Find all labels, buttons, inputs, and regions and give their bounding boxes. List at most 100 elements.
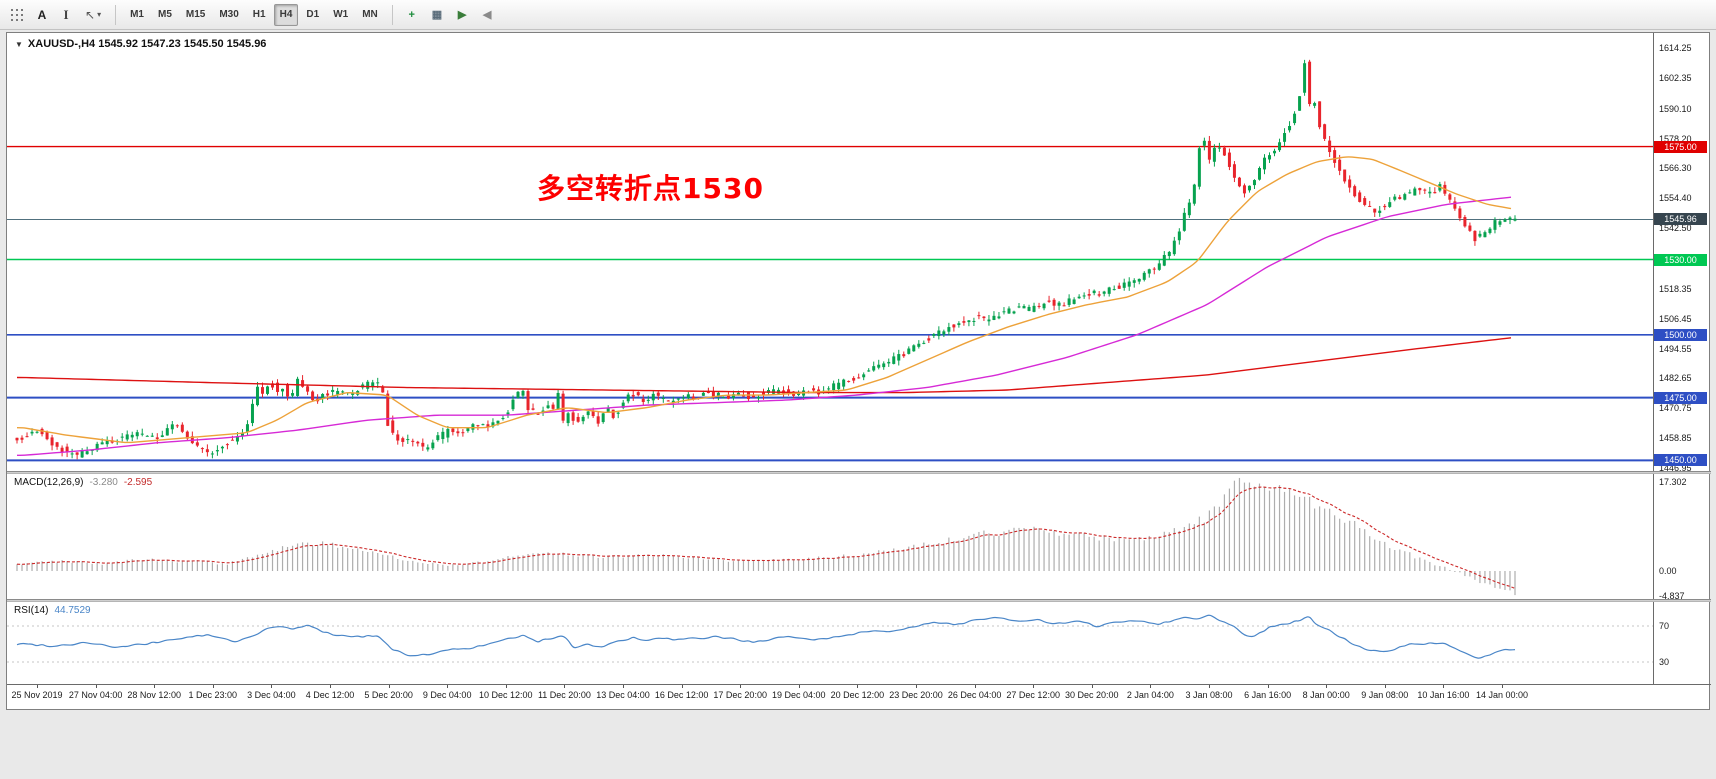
price-scale-tick: 1494.55 (1659, 343, 1692, 354)
auto-scroll-icon[interactable]: ▶ (457, 9, 467, 21)
time-axis-label: 13 Dec 04:00 (596, 690, 650, 700)
time-axis-label: 19 Dec 04:00 (772, 690, 826, 700)
macd-scale-tick: 0.00 (1659, 566, 1677, 576)
panel-splitter-macd[interactable] (7, 471, 1711, 474)
chart-window: ▼ XAUUSD-,H4 1545.92 1547.23 1545.50 154… (6, 32, 1711, 711)
crosshair-grid-icon[interactable] (5, 4, 29, 26)
time-axis-label: 11 Dec 20:00 (537, 690, 591, 700)
rsi-indicator-label: RSI(14) 44.7529 (14, 605, 91, 616)
time-axis-tick (798, 685, 800, 688)
price-level-badge: 1575.00 (1654, 140, 1707, 153)
ibeam-glyph: I (63, 6, 69, 22)
text-cursor-icon[interactable]: I (55, 4, 77, 26)
price-scale-tick: 1602.35 (1659, 72, 1692, 83)
time-axis-tick (505, 685, 507, 688)
time-axis-tick (37, 685, 38, 688)
price-scale-tick: 1590.10 (1659, 103, 1692, 114)
rsi-value: 44.7529 (54, 605, 91, 616)
time-axis-line (7, 684, 1711, 685)
timeframe-button-mn[interactable]: MN (362, 9, 378, 20)
timeframe-button-m30[interactable]: M30 (219, 9, 239, 20)
time-axis-tick (1502, 685, 1503, 688)
time-axis-label: 2 Jan 04:00 (1126, 690, 1174, 700)
time-axis-tick (212, 685, 214, 688)
time-axis-tick (564, 685, 566, 688)
price-scale-tick: 1542.50 (1659, 223, 1692, 234)
time-axis-label: 14 Jan 00:00 (1475, 690, 1529, 700)
time-axis-label: 10 Dec 12:00 (479, 690, 533, 700)
time-axis-tick (1209, 685, 1210, 688)
bid-price-badge: 1545.96 (1654, 213, 1707, 226)
time-axis-label: 9 Jan 08:00 (1361, 690, 1409, 700)
time-axis-label: 27 Nov 04:00 (68, 690, 123, 700)
time-axis-label: 17 Dec 20:00 (713, 690, 767, 700)
price-scale-tick: 1506.45 (1659, 313, 1692, 324)
rsi-scale-tick: 30 (1659, 657, 1670, 667)
time-axis-label: 23 Dec 20:00 (889, 690, 943, 700)
toolbar-separator (391, 4, 393, 25)
time-axis-label: 10 Jan 16:00 (1417, 690, 1470, 700)
chart-shift-icon[interactable]: ◀ (482, 9, 492, 21)
time-axis-label: 30 Dec 20:00 (1065, 690, 1119, 700)
time-axis-label: 3 Dec 04:00 (247, 690, 296, 700)
time-axis-tick (974, 685, 976, 688)
new-chart-icon[interactable]: ▦ (431, 9, 443, 21)
chart-text-annotation[interactable]: 多空转折点1530 (537, 172, 764, 205)
time-axis-tick (916, 685, 917, 688)
text-label-tool-button[interactable]: A (37, 7, 47, 22)
time-axis-tick (447, 685, 449, 688)
macd-main-value: -3.280 (89, 477, 118, 488)
timeframe-button-d1[interactable]: D1 (306, 9, 320, 20)
arrow-glyph: ↖ (85, 7, 96, 22)
time-axis-tick (1267, 685, 1269, 688)
time-axis-label: 25 Nov 2019 (11, 690, 63, 700)
arrow-tool-icon[interactable]: ↖ ▾ (79, 4, 107, 26)
grid-dots-glyph (11, 8, 23, 21)
time-axis-tick (1443, 685, 1445, 688)
rsi-name: RSI(14) (14, 605, 49, 616)
time-axis-label: 9 Dec 04:00 (422, 690, 472, 700)
price-level-badge: 1500.00 (1654, 328, 1707, 341)
time-axis-label: 16 Dec 12:00 (654, 690, 709, 700)
window-icon-group: + ▦ ▶ ◀ (401, 4, 498, 26)
timeframe-button-m1[interactable]: M1 (130, 9, 144, 20)
macd-scale-tick: 17.302 (1659, 477, 1687, 487)
timeframe-button-m15[interactable]: M15 (185, 9, 206, 20)
timeframe-button-h1[interactable]: H1 (252, 9, 266, 20)
indicators-icon[interactable]: + (408, 8, 415, 21)
time-axis-label: 27 Dec 12:00 (1006, 690, 1060, 700)
price-chart-canvas[interactable] (7, 33, 1711, 711)
time-axis-label: 6 Jan 16:00 (1244, 690, 1292, 700)
time-axis-tick (623, 685, 624, 688)
timeframe-button-m5[interactable]: M5 (157, 9, 172, 20)
macd-scale-tick: -4.837 (1659, 590, 1685, 601)
chart-header: ▼ XAUUSD-,H4 1545.92 1547.23 1545.50 154… (15, 38, 266, 50)
time-axis-tick (95, 685, 97, 688)
price-scale-tick: 1518.35 (1659, 283, 1692, 294)
time-axis-tick (388, 685, 390, 688)
time-axis-tick (740, 685, 742, 688)
price-scale-tick: 1578.20 (1659, 133, 1692, 144)
timeframe-button-group: M1 M5 M15 M30 H1 H4 D1 W1 MN (124, 3, 384, 26)
time-axis-label: 4 Dec 12:00 (305, 690, 355, 700)
time-axis-tick (857, 685, 859, 688)
time-axis-tick (681, 685, 683, 688)
toolbar-separator (115, 4, 117, 25)
time-axis-tick (154, 685, 156, 688)
timeframe-button-w1[interactable]: W1 (333, 9, 349, 20)
panel-splitter-rsi[interactable] (7, 599, 1711, 602)
time-axis-label: 3 Jan 08:00 (1185, 690, 1233, 700)
symbol-collapse-icon[interactable]: ▼ (15, 39, 23, 49)
price-scale-tick: 1566.30 (1659, 163, 1692, 174)
price-scale-separator (1653, 33, 1654, 684)
time-axis-tick (330, 685, 331, 688)
symbol-ohlc-text: XAUUSD-,H4 1545.92 1547.23 1545.50 1545.… (27, 38, 267, 50)
macd-signal-value: -2.595 (123, 477, 153, 488)
timeframe-button-h4[interactable]: H4 (273, 3, 299, 26)
time-axis-label: 20 Dec 12:00 (830, 690, 885, 700)
time-axis-label: 5 Dec 20:00 (364, 690, 413, 700)
time-axis-label: 26 Dec 04:00 (947, 690, 1002, 700)
time-axis-tick (1326, 685, 1328, 688)
time-axis-tick (1091, 685, 1093, 688)
price-scale-tick: 1614.25 (1659, 43, 1692, 53)
